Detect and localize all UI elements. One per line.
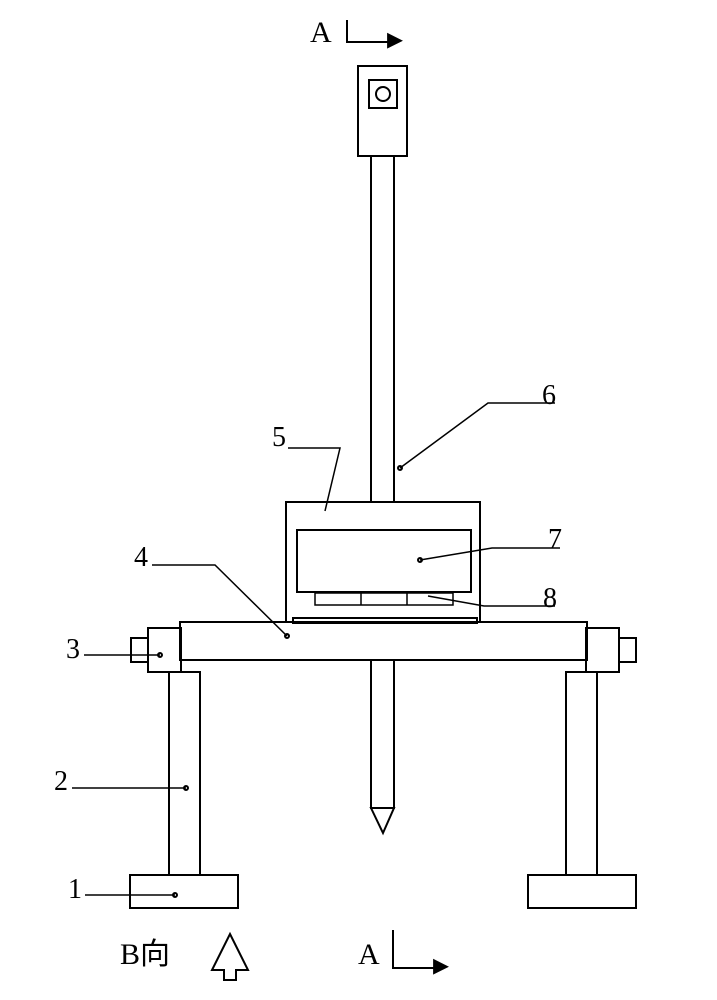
- foot-right: [528, 875, 636, 908]
- section-arrow-bottom-icon: ▸: [433, 948, 449, 980]
- crossbar: [180, 622, 587, 660]
- section-letter-top: A: [310, 18, 332, 48]
- ref-6: 6: [542, 382, 556, 410]
- display-window: [297, 530, 471, 592]
- ref-5: 5: [272, 424, 286, 452]
- section-letter-bottom: A: [358, 940, 380, 970]
- end-block-left: [148, 628, 181, 672]
- ref-8: 8: [543, 585, 557, 613]
- foot-left: [130, 875, 238, 908]
- b-view-label: B向: [120, 940, 170, 970]
- end-block-right: [586, 628, 619, 672]
- ref-2: 2: [54, 768, 68, 796]
- leader-4: [152, 565, 287, 636]
- ruler-head-hole: [376, 87, 390, 101]
- diagram-svg: [0, 0, 717, 1000]
- button-row: [315, 593, 453, 605]
- section-bottom-bar: [393, 930, 438, 968]
- ref-3: 3: [66, 636, 80, 664]
- section-top-bar: [347, 20, 392, 42]
- section-arrow-top-icon: ▸: [387, 22, 403, 54]
- ruler-shaft-upper: [371, 156, 394, 502]
- leader-7: [420, 548, 560, 560]
- ref-4: 4: [134, 544, 148, 572]
- ruler-shaft-lower: [371, 660, 394, 808]
- b-view-arrow: [212, 934, 248, 980]
- ruler-head-inner: [369, 80, 397, 108]
- ref-1: 1: [68, 876, 82, 904]
- diagram-stage: A ▸ A ▸ B向 1 2 3 4 5 6 7 8: [0, 0, 717, 1000]
- ref-7: 7: [548, 526, 562, 554]
- leader-6: [400, 403, 555, 468]
- ruler-tip: [371, 808, 394, 833]
- leg-right: [566, 672, 597, 875]
- end-stub-left: [131, 638, 148, 662]
- end-stub-right: [619, 638, 636, 662]
- leg-left: [169, 672, 200, 875]
